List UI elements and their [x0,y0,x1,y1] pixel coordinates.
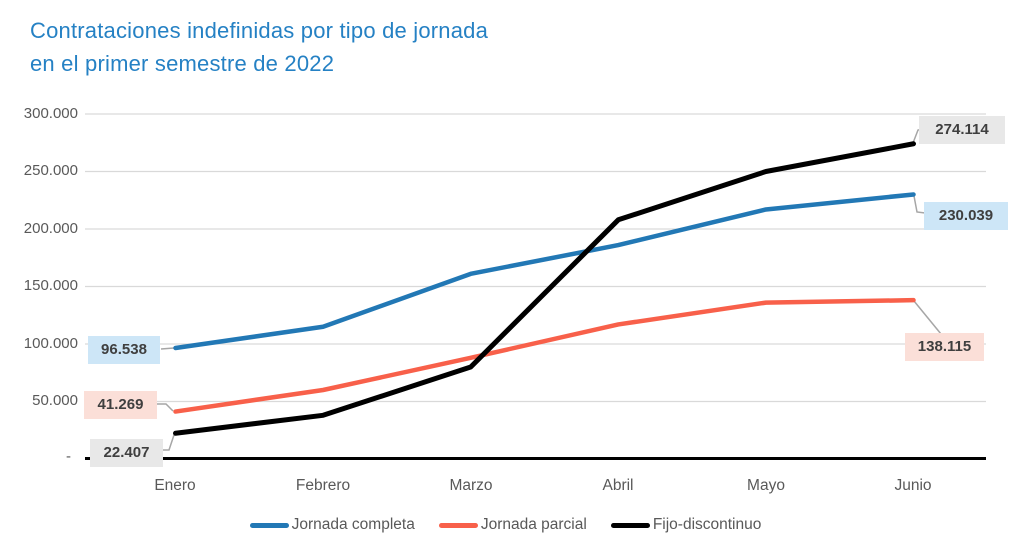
y-axis-tick-label-zero: - [66,448,71,465]
legend-label: Jornada completa [291,516,415,533]
x-axis-label-enero: Enero [154,477,196,494]
y-axis-tick-label: 200.000 [23,220,78,237]
y-axis-tick-label: 250.000 [23,162,78,179]
x-axis-label-marzo: Marzo [449,477,493,494]
data-label-jornada-completa-enero: 96.538 [88,336,160,364]
y-axis-tick-label: 100.000 [23,335,78,352]
legend-swatch-orange-line-icon [438,522,478,528]
leader-line-96538 [160,347,175,350]
series-line-jornada-parcial[interactable] [173,297,916,414]
legend-label: Fijo-discontinuo [652,516,762,533]
leader-line-138115 [913,300,942,335]
legend-item-fijo-discontinuo[interactable]: Fijo-discontinuo [610,516,762,534]
y-axis-tick-label: 300.000 [23,105,78,122]
legend-item-jornada-completa[interactable]: Jornada completa [249,516,415,534]
leader-line-230039 [913,195,926,214]
chart-legend: Jornada completa Jornada parcial Fijo-di… [0,512,1011,538]
data-label-jornada-completa-junio: 230.039 [924,202,1008,230]
leader-line-41269 [157,403,174,412]
series-line-fijo-discontinuo[interactable] [173,141,916,436]
legend-swatch-black-line-icon [610,522,650,528]
x-axis-label-mayo: Mayo [747,477,785,494]
data-label-fijo-discontinuo-junio: 274.114 [919,116,1005,144]
y-axis-tick-label: 50.000 [32,392,78,409]
leader-line-22407 [163,434,175,451]
legend-swatch-blue-line-icon [249,522,289,528]
data-label-jornada-parcial-enero: 41.269 [84,391,157,419]
series-line-jornada-completa[interactable] [173,192,916,351]
x-axis-label-abril: Abril [602,477,634,494]
data-label-fijo-discontinuo-enero: 22.407 [90,439,163,467]
x-axis-label-junio: Junio [894,477,932,494]
legend-label: Jornada parcial [480,516,587,533]
x-axis-label-febrero: Febrero [295,477,351,494]
y-axis-tick-label: 150.000 [23,277,78,294]
callout-leader-lines [157,128,942,451]
chart-title-line1: Contrataciones indefinidas por tipo de j… [30,18,489,43]
data-label-jornada-parcial-junio: 138.115 [905,333,984,361]
legend-item-jornada-parcial[interactable]: Jornada parcial [438,516,587,534]
chart-title-line2: en el primer semestre de 2022 [30,51,335,76]
chart-title: Contrataciones indefinidas por tipo de j… [30,14,488,80]
